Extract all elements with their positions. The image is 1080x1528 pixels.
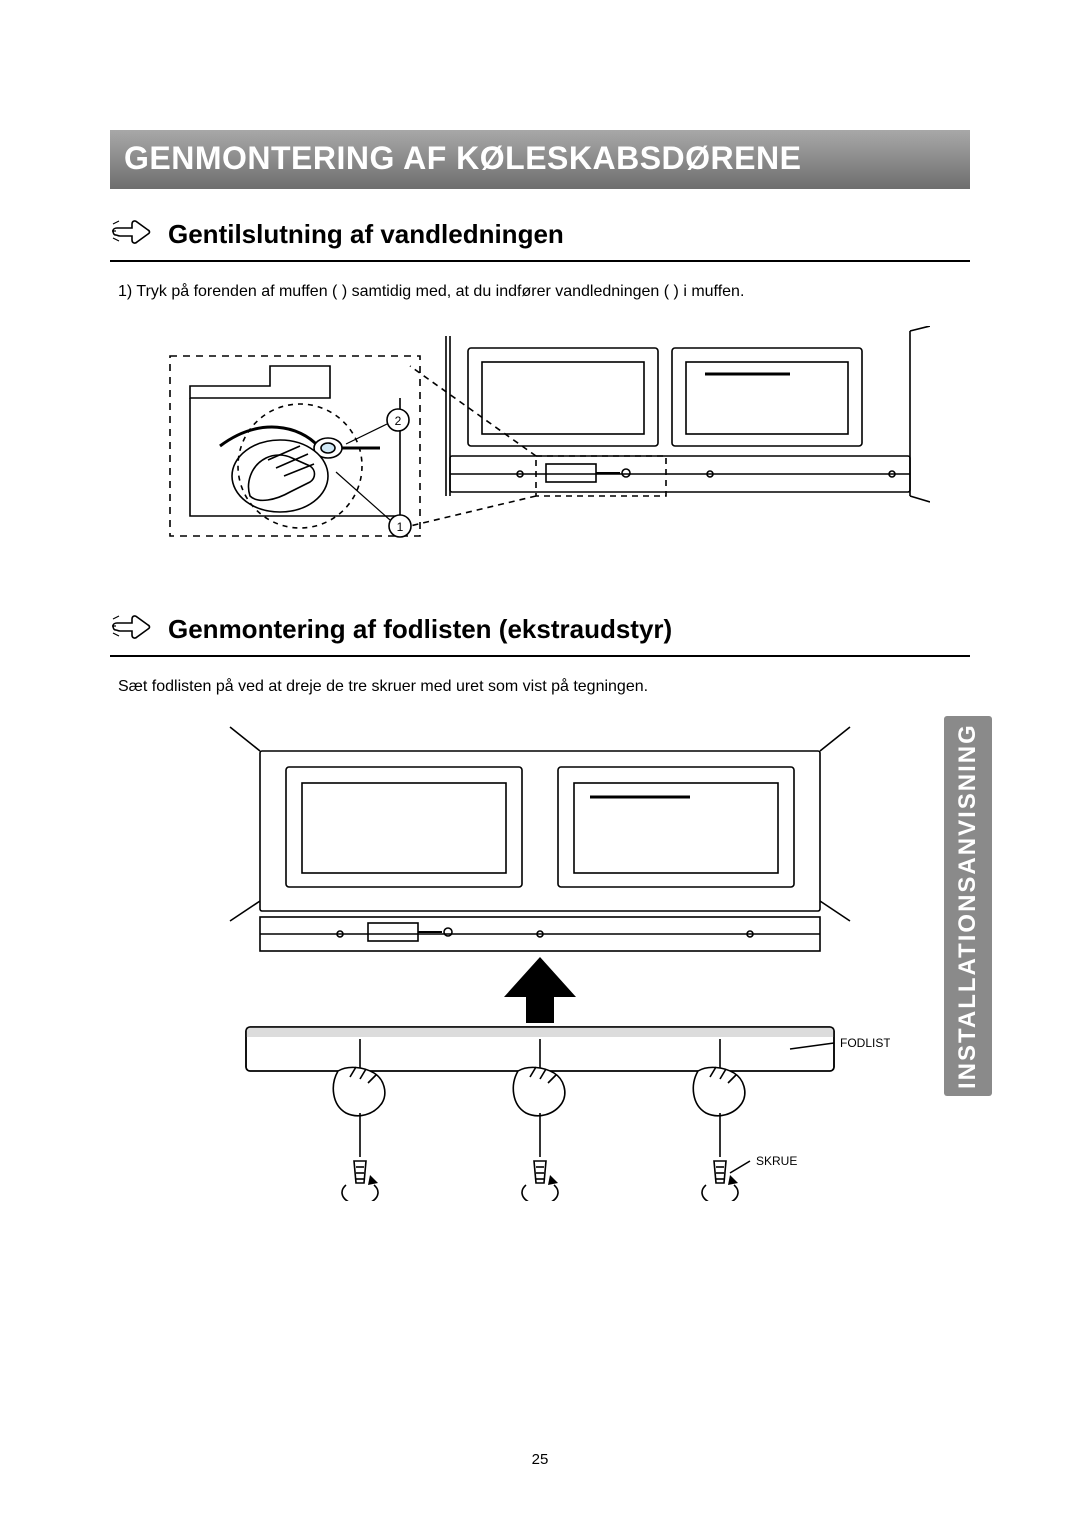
section2-title: Genmontering af fodlisten (ekstraudstyr): [168, 614, 672, 645]
section1-title: Gentilslutning af vandledningen: [168, 219, 564, 250]
pointing-hand-icon: [110, 215, 154, 254]
page-title-text: GENMONTERING AF KØLESKABSDØRENE: [124, 140, 801, 176]
page-title-bar: GENMONTERING AF KØLESKABSDØRENE: [110, 130, 970, 189]
figure-fodliste: FODLISTE SKRUE: [110, 721, 970, 1201]
section1-body: 1) Tryk på forenden af muffen ( ) samtid…: [118, 280, 970, 304]
section2-body: Sæt fodlisten på ved at dreje de tre skr…: [118, 675, 970, 699]
callout-1: 1: [397, 520, 404, 534]
label-fodliste: FODLISTE: [840, 1036, 890, 1050]
side-tab-label: INSTALLATIONSANVISNING: [954, 723, 982, 1089]
side-tab: INSTALLATIONSANVISNING: [944, 716, 992, 1096]
callout-2: 2: [395, 414, 402, 428]
pointing-hand-icon: [110, 610, 154, 649]
section2-heading: Genmontering af fodlisten (ekstraudstyr): [110, 610, 970, 657]
figure-waterline: 2 1: [110, 326, 970, 566]
manual-page: GENMONTERING AF KØLESKABSDØRENE Gentilsl…: [0, 0, 1080, 1528]
page-number: 25: [0, 1451, 1080, 1468]
label-skrue: SKRUE: [756, 1154, 797, 1168]
section1-heading: Gentilslutning af vandledningen: [110, 215, 970, 262]
